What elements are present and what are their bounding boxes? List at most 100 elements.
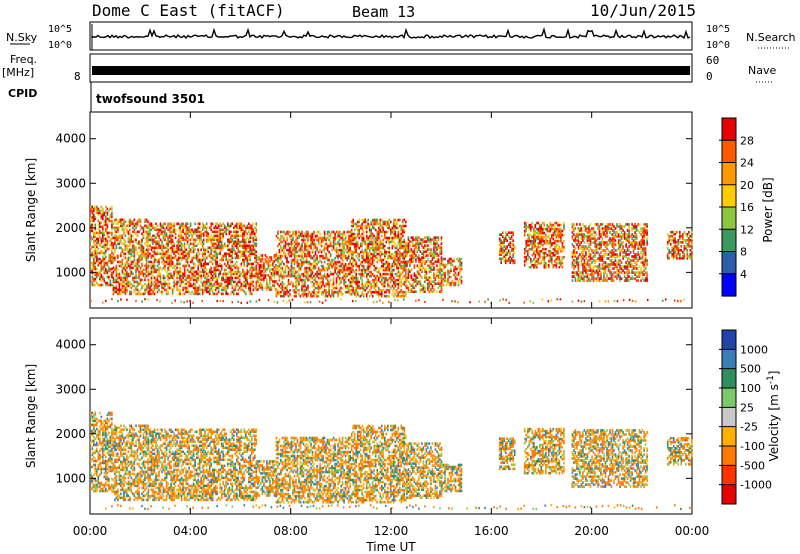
scatter-cell xyxy=(99,271,101,275)
scatter-cell xyxy=(393,282,395,286)
scatter-cell xyxy=(337,252,339,256)
scatter-cell xyxy=(431,252,434,255)
scatter-cell xyxy=(135,276,137,280)
scatter-cell xyxy=(211,242,214,246)
scatter-cell xyxy=(97,237,100,241)
scatter-cell xyxy=(214,234,217,238)
scatter-cell xyxy=(227,222,229,226)
scatter-cell xyxy=(536,249,538,253)
scatter-cell xyxy=(249,272,252,276)
scatter-cell xyxy=(299,268,302,272)
scatter-cell xyxy=(552,263,555,267)
scatter-cell xyxy=(246,256,249,260)
scatter-cell xyxy=(117,276,119,280)
scatter-cell xyxy=(355,262,357,266)
scatter-cell xyxy=(346,264,348,268)
scatter-cell xyxy=(416,240,419,243)
scatter-cell xyxy=(334,270,336,274)
scatter-cell xyxy=(186,258,189,262)
scatter-cell xyxy=(523,223,526,227)
scatter-cell xyxy=(373,248,375,252)
scatter-cell xyxy=(320,276,323,280)
scatter-cell xyxy=(109,279,112,283)
scatter-cell xyxy=(289,236,291,240)
scatter-cell xyxy=(289,254,291,258)
scatter-cell xyxy=(233,272,235,276)
scatter-cell xyxy=(409,290,411,293)
scatter-cell xyxy=(219,246,221,250)
scatter-cell xyxy=(156,224,159,228)
scatter-cell xyxy=(546,241,549,245)
scatter-cell xyxy=(298,236,300,240)
scatter-cell xyxy=(416,248,419,251)
scatter-cell xyxy=(213,258,215,262)
scatter-cell xyxy=(186,288,189,292)
scatter-cell xyxy=(355,236,357,240)
scatter-cell xyxy=(319,254,321,258)
scatter-cell xyxy=(145,252,148,256)
scatter-cell xyxy=(421,288,423,291)
scatter-cell xyxy=(412,244,414,247)
scatter-cell xyxy=(533,231,535,235)
scatter-cell xyxy=(292,238,294,242)
scatter-cell xyxy=(402,220,404,224)
scatter-cell xyxy=(102,265,104,269)
scatter-cell xyxy=(302,278,305,282)
scatter-cell xyxy=(405,240,407,244)
scatter-cell xyxy=(325,290,327,294)
scatter-cell xyxy=(234,252,237,256)
scatter-cell xyxy=(513,251,516,254)
scatter-cell xyxy=(384,268,386,272)
scatter-cell xyxy=(153,246,156,250)
scatter-cell xyxy=(391,252,394,256)
scatter-cell xyxy=(427,238,429,241)
scatter-cell xyxy=(231,242,234,246)
scatter-cell xyxy=(283,230,285,234)
scatter-cell xyxy=(302,250,305,254)
scatter-cell xyxy=(513,259,516,262)
scatter-cell xyxy=(350,254,353,258)
scatter-cell xyxy=(105,263,107,267)
scatter-cell xyxy=(133,230,136,234)
scatter-cell xyxy=(361,290,363,294)
scatter-cell xyxy=(295,260,297,264)
scatter-cell xyxy=(162,250,165,254)
scatter-cell xyxy=(126,278,128,282)
scatter-cell xyxy=(390,264,392,268)
scatter-cell xyxy=(295,254,297,258)
scatter-cell xyxy=(115,288,118,292)
scatter-cell xyxy=(217,276,220,280)
scatter-cell xyxy=(287,282,290,286)
scatter-cell xyxy=(313,238,315,242)
scatter-cell xyxy=(302,260,305,264)
scatter-cell xyxy=(216,244,218,248)
scatter-cell xyxy=(120,292,122,296)
scatter-cell xyxy=(356,232,359,236)
scatter-cell xyxy=(96,255,98,259)
scatter-cell xyxy=(132,234,134,238)
scatter-cell xyxy=(182,236,184,240)
scatter-cell xyxy=(145,238,148,242)
scatter-cell xyxy=(341,242,344,246)
scatter-cell xyxy=(362,256,365,260)
scatter-cell xyxy=(228,282,231,286)
scatter-cell xyxy=(109,257,112,261)
scatter-cell xyxy=(210,286,212,290)
scatter-cell xyxy=(313,282,315,286)
scatter-cell xyxy=(331,292,333,296)
scatter-cell xyxy=(179,282,181,286)
scatter-cell xyxy=(304,252,306,256)
scatter-cell xyxy=(498,257,501,260)
scatter-cell xyxy=(132,260,134,264)
scatter-cell xyxy=(127,282,130,286)
scatter-cell xyxy=(118,274,121,278)
scatter-cell xyxy=(275,252,278,256)
scatter-cell xyxy=(358,284,360,288)
scatter-cell xyxy=(402,232,404,236)
scatter-cell xyxy=(317,238,320,242)
scatter-cell xyxy=(298,288,300,292)
scatter-cell xyxy=(167,238,169,242)
scatter-cell xyxy=(362,254,365,258)
scatter-cell xyxy=(350,236,353,240)
scatter-cell xyxy=(152,264,154,268)
